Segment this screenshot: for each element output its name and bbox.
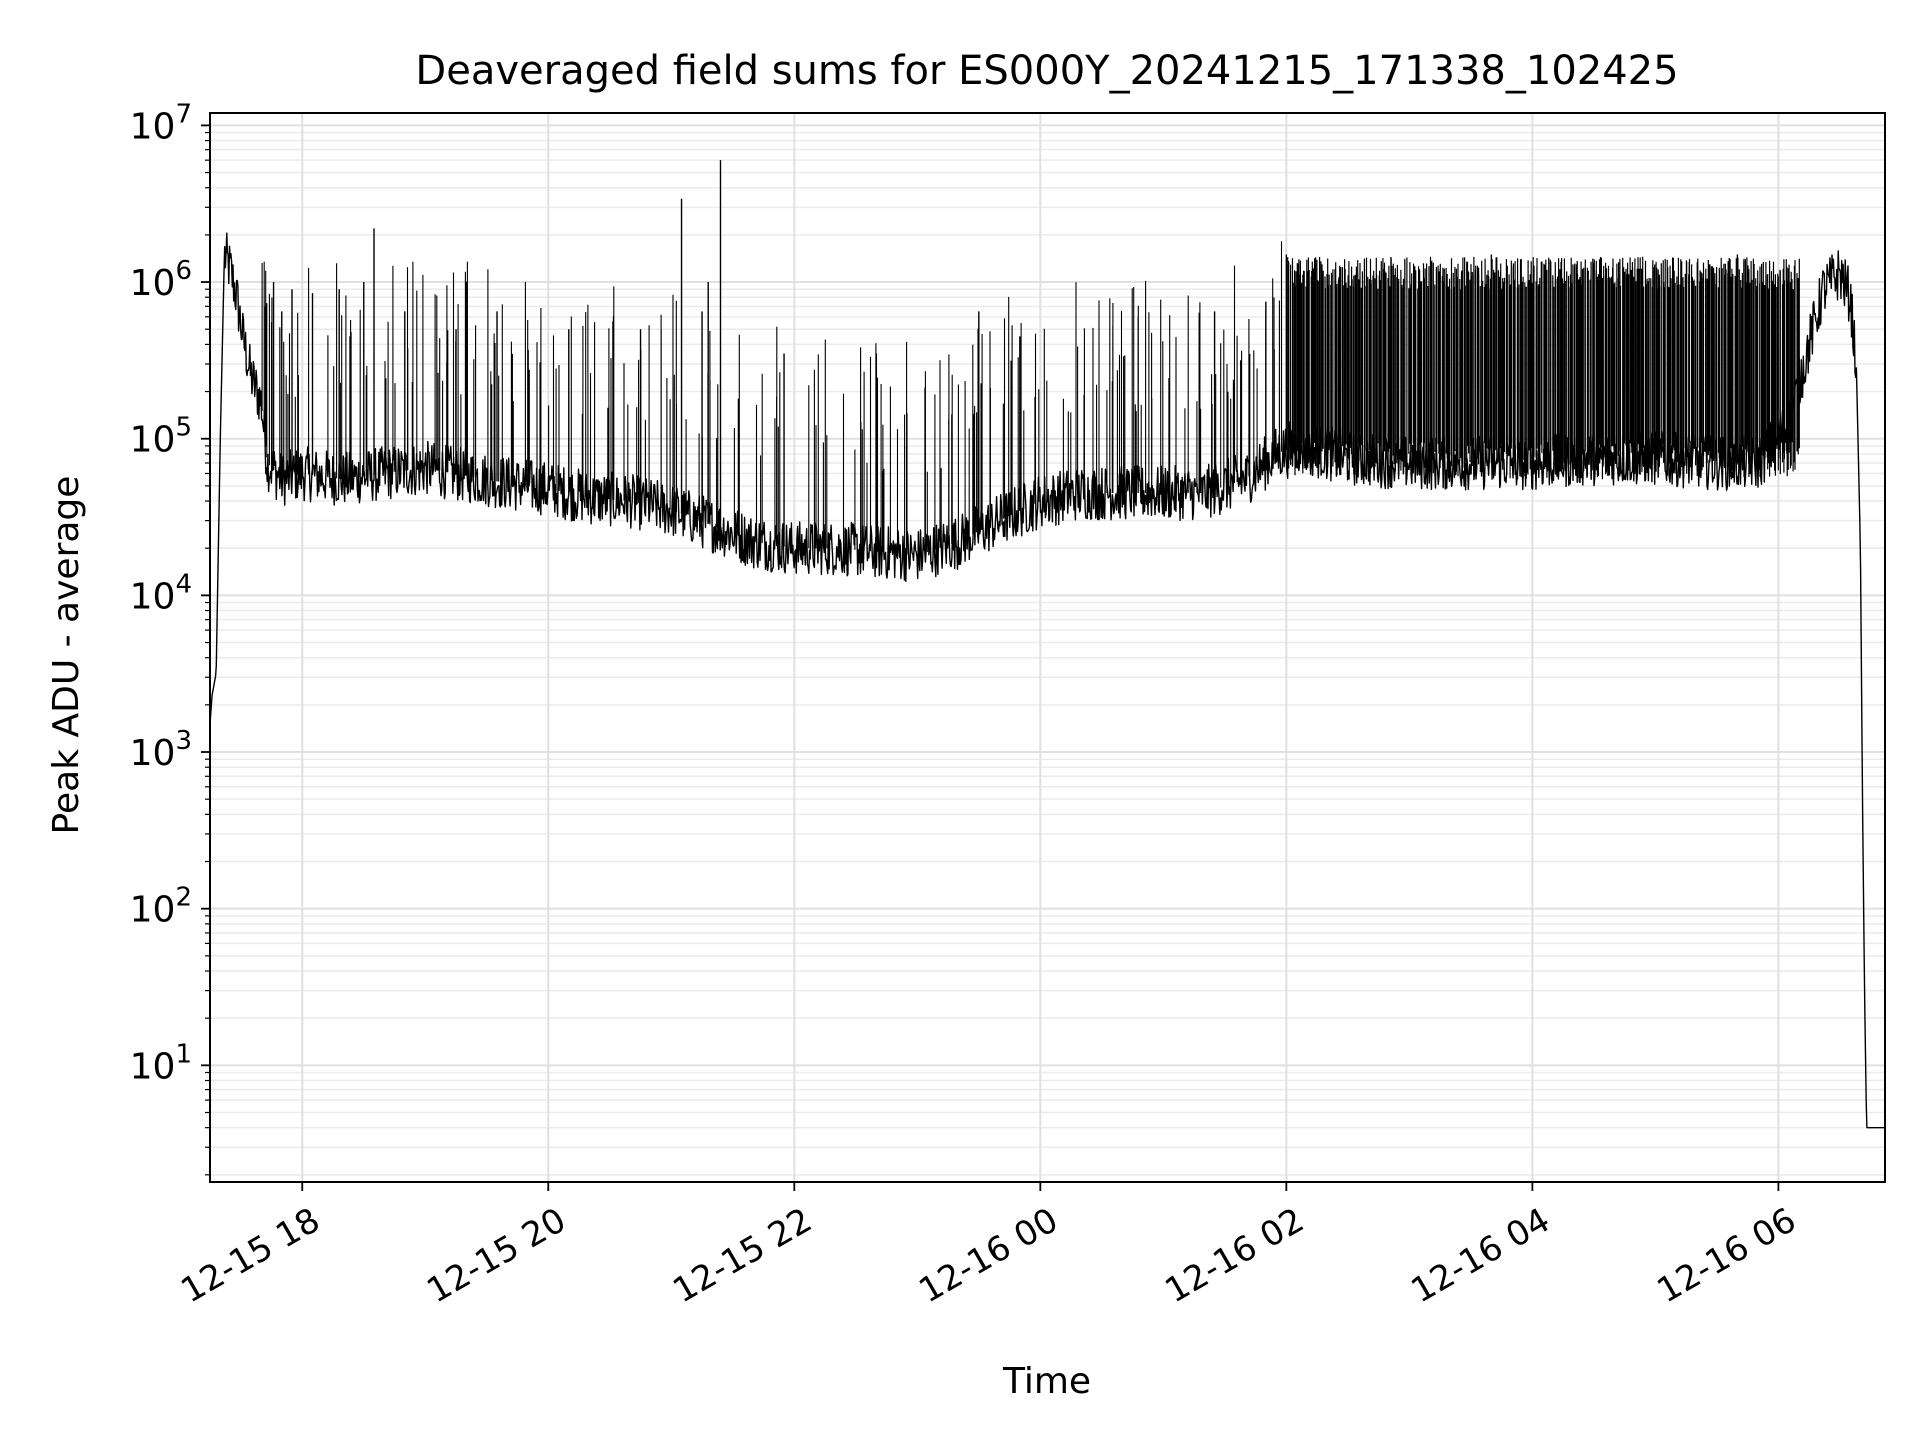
chart-title: Deaveraged field sums for ES000Y_2024121… (415, 48, 1678, 94)
x-axis-label: Time (1002, 1361, 1091, 1402)
series-dense-band (1287, 256, 1800, 480)
series-line (209, 232, 1885, 1129)
y-tick-label: 106 (130, 256, 192, 304)
data-layer (209, 160, 1885, 1129)
y-tick-label: 101 (130, 1039, 192, 1087)
plot-frame (209, 112, 1886, 1183)
y-tick-label: 103 (130, 726, 192, 774)
y-tick-label: 104 (130, 569, 192, 617)
y-tick-label: 107 (130, 99, 192, 147)
y-axis-label: Peak ADU - average (46, 476, 87, 835)
y-tick-label: 102 (130, 883, 192, 931)
y-tick-label: 105 (130, 413, 192, 461)
